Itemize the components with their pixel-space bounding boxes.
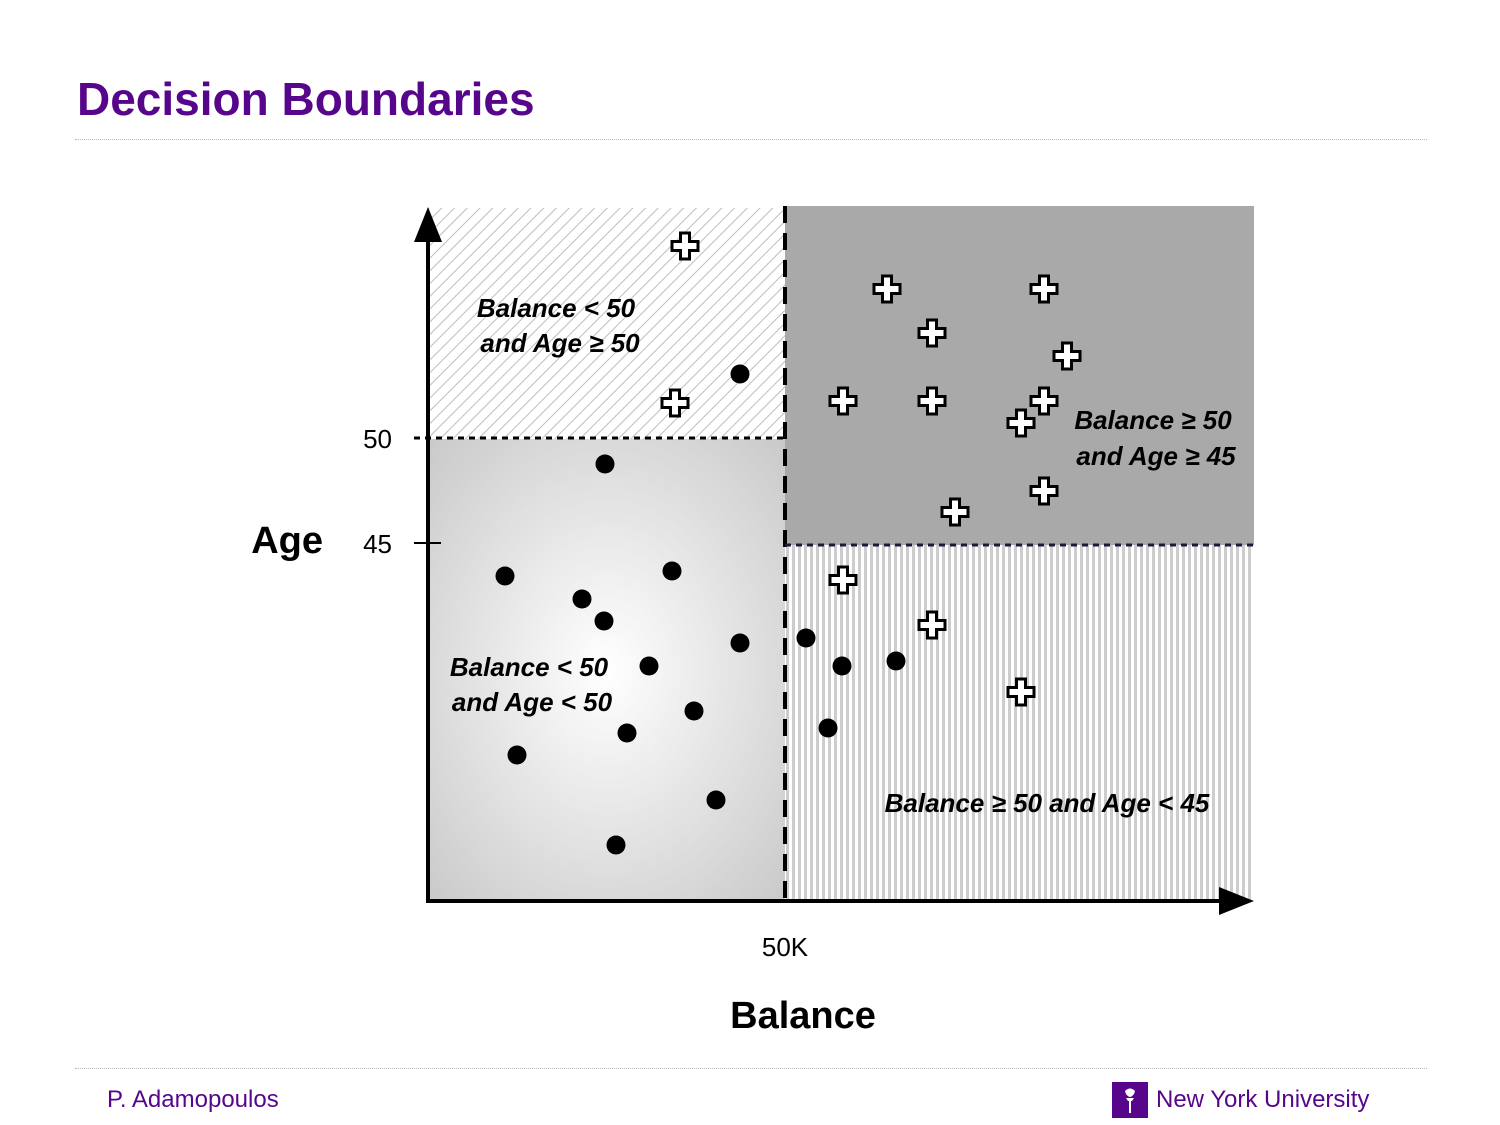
region-label-top-left-line1: Balance < 50 [477, 293, 636, 323]
region-bottom-right [785, 545, 1254, 901]
dot-marker [662, 561, 682, 581]
plus-marker-icon [940, 497, 970, 527]
plus-marker-icon [1029, 386, 1059, 416]
dot-marker [684, 701, 704, 721]
region-label-top-right-line2: and Age ≥ 45 [1076, 441, 1236, 471]
dot-marker [572, 589, 592, 609]
dot-marker [507, 745, 527, 765]
dot-marker [706, 790, 726, 810]
y-tick-label-50: 50 [363, 424, 392, 454]
x-axis-label: Balance [730, 995, 876, 1037]
dot-marker [595, 454, 615, 474]
region-label-top-left-line2: and Age ≥ 50 [480, 328, 640, 358]
nyu-torch-logo-icon [1112, 1082, 1148, 1118]
region-label-bottom-left-line2: and Age < 50 [452, 687, 613, 717]
plus-marker-icon [917, 318, 947, 348]
dot-marker [639, 656, 659, 676]
plus-markers [660, 231, 1082, 707]
plus-marker-icon [1006, 408, 1036, 438]
plus-marker-icon [872, 274, 902, 304]
region-bottom-left [428, 439, 785, 901]
plus-marker-icon [917, 386, 947, 416]
title-divider [75, 139, 1427, 140]
region-label-bottom-right: Balance ≥ 50 and Age < 45 [885, 788, 1210, 818]
y-axis-arrow-icon [414, 207, 442, 242]
plus-marker-icon [917, 610, 947, 640]
dot-marker [832, 656, 852, 676]
dot-marker [617, 723, 637, 743]
plus-marker-icon [660, 388, 690, 418]
dot-marker [818, 718, 838, 738]
slide-title: Decision Boundaries [77, 73, 535, 125]
dot-marker [606, 835, 626, 855]
plus-marker-icon [1029, 476, 1059, 506]
footer-brand: New York University [1112, 1082, 1369, 1118]
plus-marker-icon [670, 231, 700, 261]
region-label-top-right-line1: Balance ≥ 50 [1074, 405, 1232, 435]
footer-university: New York University [1156, 1086, 1370, 1113]
region-top-right [785, 206, 1254, 545]
dot-marker [796, 628, 816, 648]
dot-marker [886, 651, 906, 671]
plus-marker-icon [828, 386, 858, 416]
region-label-bottom-left-line1: Balance < 50 [450, 652, 609, 682]
x-axis-arrow-icon [1219, 887, 1254, 915]
dot-marker [730, 633, 750, 653]
dot-marker [594, 611, 614, 631]
plus-marker-icon [1029, 274, 1059, 304]
dot-markers [495, 364, 906, 855]
dot-marker [730, 364, 750, 384]
region-top-left [428, 208, 785, 439]
y-tick-label-45: 45 [363, 529, 392, 559]
plus-marker-icon [1052, 341, 1082, 371]
footer-divider [75, 1068, 1427, 1069]
x-tick-label-50k: 50K [762, 932, 809, 962]
plus-marker-icon [828, 565, 858, 595]
dot-marker [495, 566, 515, 586]
plus-marker-icon [1006, 677, 1036, 707]
footer-author: P. Adamopoulos [107, 1086, 279, 1113]
y-axis-label: Age [251, 520, 323, 562]
